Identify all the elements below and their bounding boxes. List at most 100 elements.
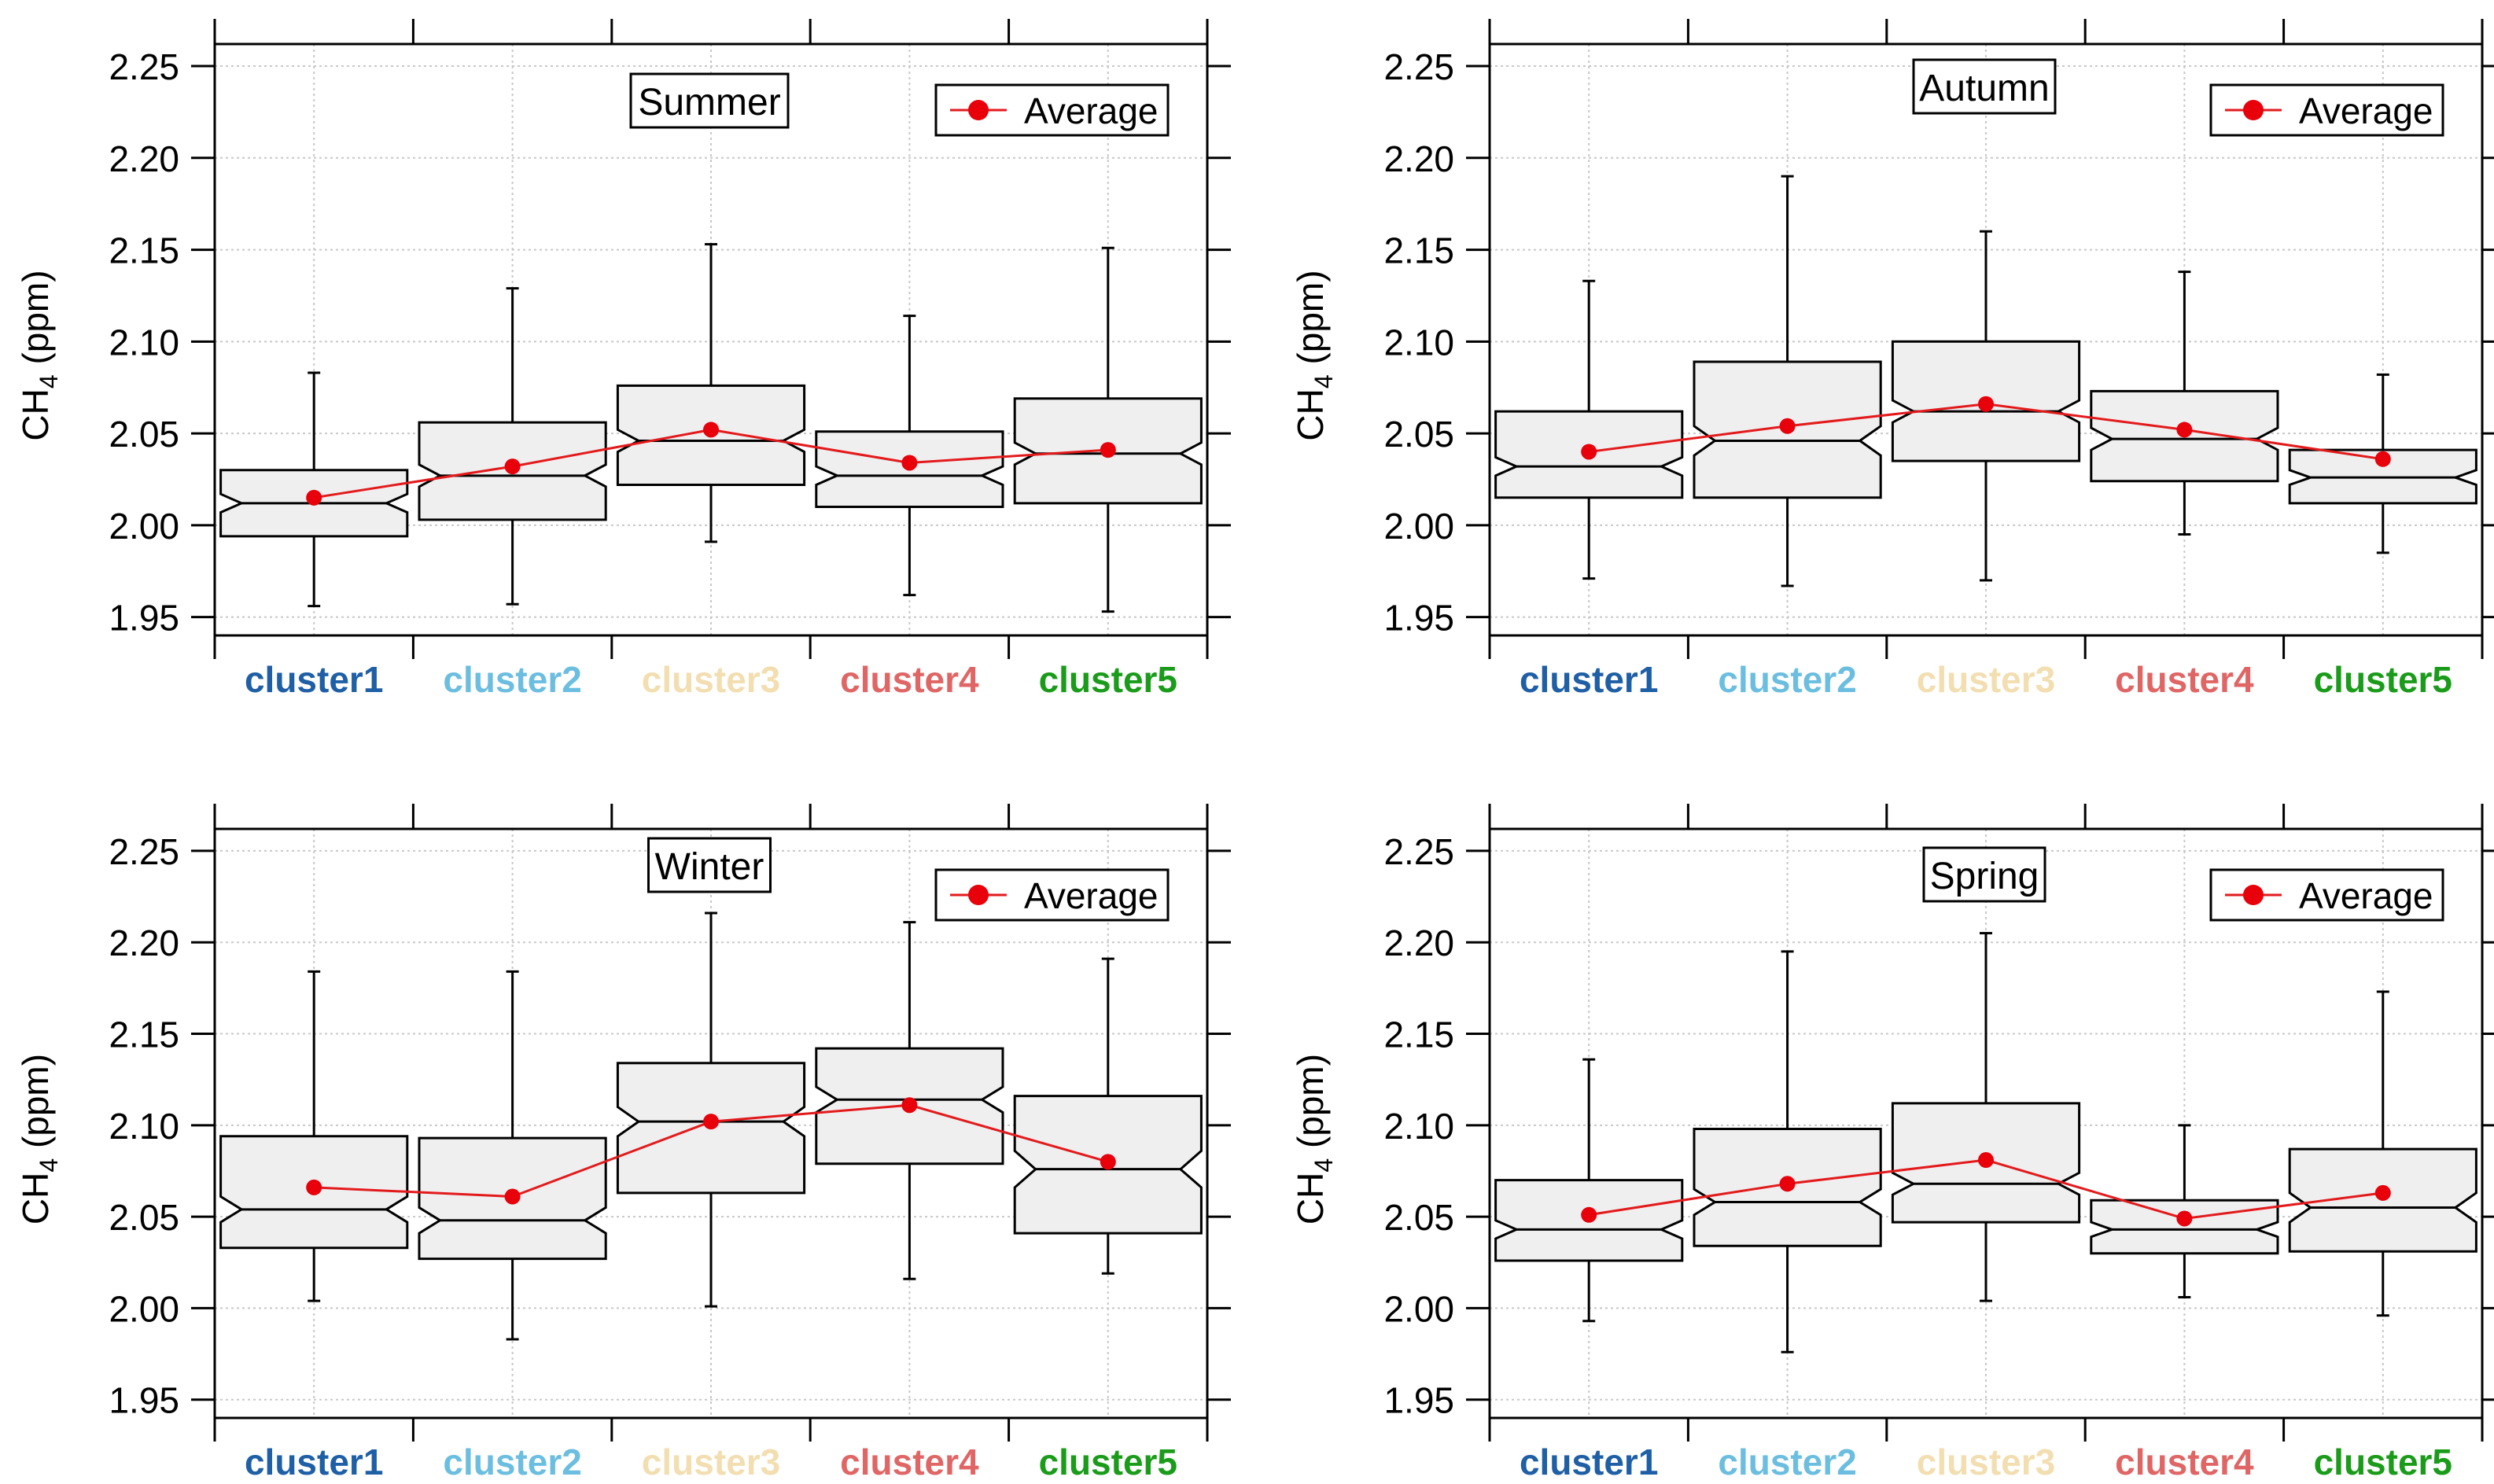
- y-tick-label: 2.10: [1383, 1106, 1454, 1147]
- y-tick-label: 1.95: [1383, 1380, 1454, 1421]
- y-tick-label: 1.95: [1383, 598, 1454, 639]
- y-tick-label: 2.15: [109, 1014, 179, 1055]
- y-tick-label: 2.00: [109, 506, 179, 547]
- y-axis-label-main: CH: [1290, 388, 1331, 440]
- legend-label: Average: [1024, 90, 1159, 131]
- y-tick-label: 2.05: [109, 1197, 179, 1238]
- average-point: [2176, 1210, 2193, 1227]
- chart-title: Spring: [1930, 856, 2039, 897]
- y-axis-label-sub: 4: [35, 1158, 63, 1173]
- y-tick-label: 2.20: [109, 922, 179, 963]
- x-category-label: cluster1: [245, 1442, 383, 1482]
- average-point: [1779, 418, 1796, 434]
- y-tick-label: 2.20: [109, 138, 179, 179]
- chart-title: Winter: [655, 846, 764, 888]
- chart-panel-winter: 1.95 2.00 2.05 2.10 2.15 2.20 2.25 cluster1 clus…: [15, 804, 1231, 1482]
- y-axis-label-sub: 4: [35, 374, 63, 388]
- title-box: Autumn: [1912, 58, 2057, 115]
- x-category-label: cluster2: [1718, 1442, 1856, 1482]
- y-tick-label: 2.15: [1383, 1014, 1454, 1055]
- x-category-label: cluster5: [1039, 659, 1177, 700]
- average-point: [1100, 1154, 1116, 1170]
- y-tick-label: 2.25: [109, 46, 179, 87]
- y-tick-label: 2.05: [109, 414, 179, 455]
- title-box: Summer: [629, 72, 790, 129]
- y-tick-label: 2.05: [1383, 414, 1454, 455]
- average-point: [1100, 442, 1116, 458]
- average-point: [504, 1188, 521, 1205]
- y-axis-label-main: CH: [15, 388, 56, 440]
- y-axis-label-main: CH: [15, 1173, 56, 1224]
- x-category-label: cluster4: [840, 1442, 979, 1482]
- plot-frame: [213, 827, 1209, 1420]
- average-point: [901, 1097, 918, 1114]
- y-tick-label: 2.10: [109, 322, 179, 363]
- legend-marker: [968, 100, 989, 120]
- legend: Average: [2209, 868, 2444, 922]
- plot-frame: [1488, 827, 2484, 1420]
- y-tick-label: 2.20: [1383, 138, 1454, 179]
- chart-panel-summer: 1.95 2.00 2.05 2.10 2.15 2.20 2.25 cluster1 clus…: [15, 19, 1231, 700]
- y-tick-label: 2.15: [109, 230, 179, 271]
- legend-marker: [968, 885, 989, 905]
- legend-marker: [2243, 885, 2264, 905]
- y-axis-label-unit: (ppm): [15, 270, 56, 374]
- plot-frame: [213, 42, 1209, 637]
- x-category-label: cluster1: [245, 659, 383, 700]
- legend: Average: [934, 83, 1170, 137]
- legend-label: Average: [2299, 90, 2433, 131]
- legend: Average: [2209, 83, 2444, 137]
- y-axis-label: CH4 (ppm): [1290, 1054, 1338, 1224]
- y-tick-label: 2.25: [109, 831, 179, 872]
- y-axis-label-unit: (ppm): [1290, 270, 1331, 374]
- y-tick-label: 2.00: [1383, 506, 1454, 547]
- y-axis-label: CH4 (ppm): [15, 1054, 63, 1224]
- y-axis-label: CH4 (ppm): [15, 270, 63, 440]
- average-point: [1581, 444, 1597, 460]
- y-axis-label-sub: 4: [1310, 1158, 1338, 1173]
- x-category-label: cluster5: [1039, 1442, 1177, 1482]
- title-box: Spring: [1922, 846, 2046, 903]
- average-point: [1779, 1176, 1796, 1192]
- x-category-label: cluster4: [2115, 659, 2254, 700]
- y-axis-label-sub: 4: [1310, 374, 1338, 388]
- legend: Average: [934, 868, 1170, 922]
- chart-panel-autumn: 1.95 2.00 2.05 2.10 2.15 2.20 2.25 cluster1 clus…: [1290, 19, 2494, 700]
- legend-label: Average: [2299, 875, 2433, 916]
- average-point: [901, 455, 918, 471]
- average-point: [2374, 1184, 2391, 1201]
- legend-label: Average: [1024, 875, 1159, 916]
- y-tick-label: 1.95: [109, 1380, 179, 1421]
- average-point: [306, 1179, 322, 1195]
- legend-frame: [2209, 868, 2444, 922]
- x-category-label: cluster5: [2314, 1442, 2452, 1482]
- y-tick-label: 2.25: [1383, 46, 1454, 87]
- average-point: [306, 489, 322, 506]
- y-tick-label: 2.20: [1383, 922, 1454, 963]
- average-point: [703, 1114, 719, 1130]
- average-point: [703, 422, 719, 438]
- average-point: [2374, 451, 2391, 467]
- x-category-label: cluster1: [1520, 659, 1658, 700]
- x-category-label: cluster3: [642, 1442, 780, 1482]
- x-category-label: cluster2: [443, 1442, 581, 1482]
- y-tick-label: 2.00: [109, 1288, 179, 1329]
- y-tick-label: 2.25: [1383, 831, 1454, 872]
- y-tick-label: 2.05: [1383, 1197, 1454, 1238]
- average-point: [1978, 396, 1994, 412]
- y-axis-label-main: CH: [1290, 1173, 1331, 1224]
- y-tick-label: 1.95: [109, 598, 179, 639]
- x-category-label: cluster5: [2314, 659, 2452, 700]
- chart-title: Autumn: [1919, 68, 2049, 109]
- legend-marker: [2243, 100, 2264, 120]
- y-axis-label-unit: (ppm): [15, 1054, 56, 1158]
- x-category-label: cluster1: [1520, 1442, 1658, 1482]
- y-tick-label: 2.15: [1383, 230, 1454, 271]
- x-category-label: cluster3: [1917, 659, 2055, 700]
- x-category-label: cluster2: [443, 659, 581, 700]
- title-frame: [1912, 58, 2057, 115]
- y-tick-label: 2.10: [109, 1106, 179, 1147]
- average-point: [2176, 422, 2193, 438]
- title-frame: [647, 837, 772, 893]
